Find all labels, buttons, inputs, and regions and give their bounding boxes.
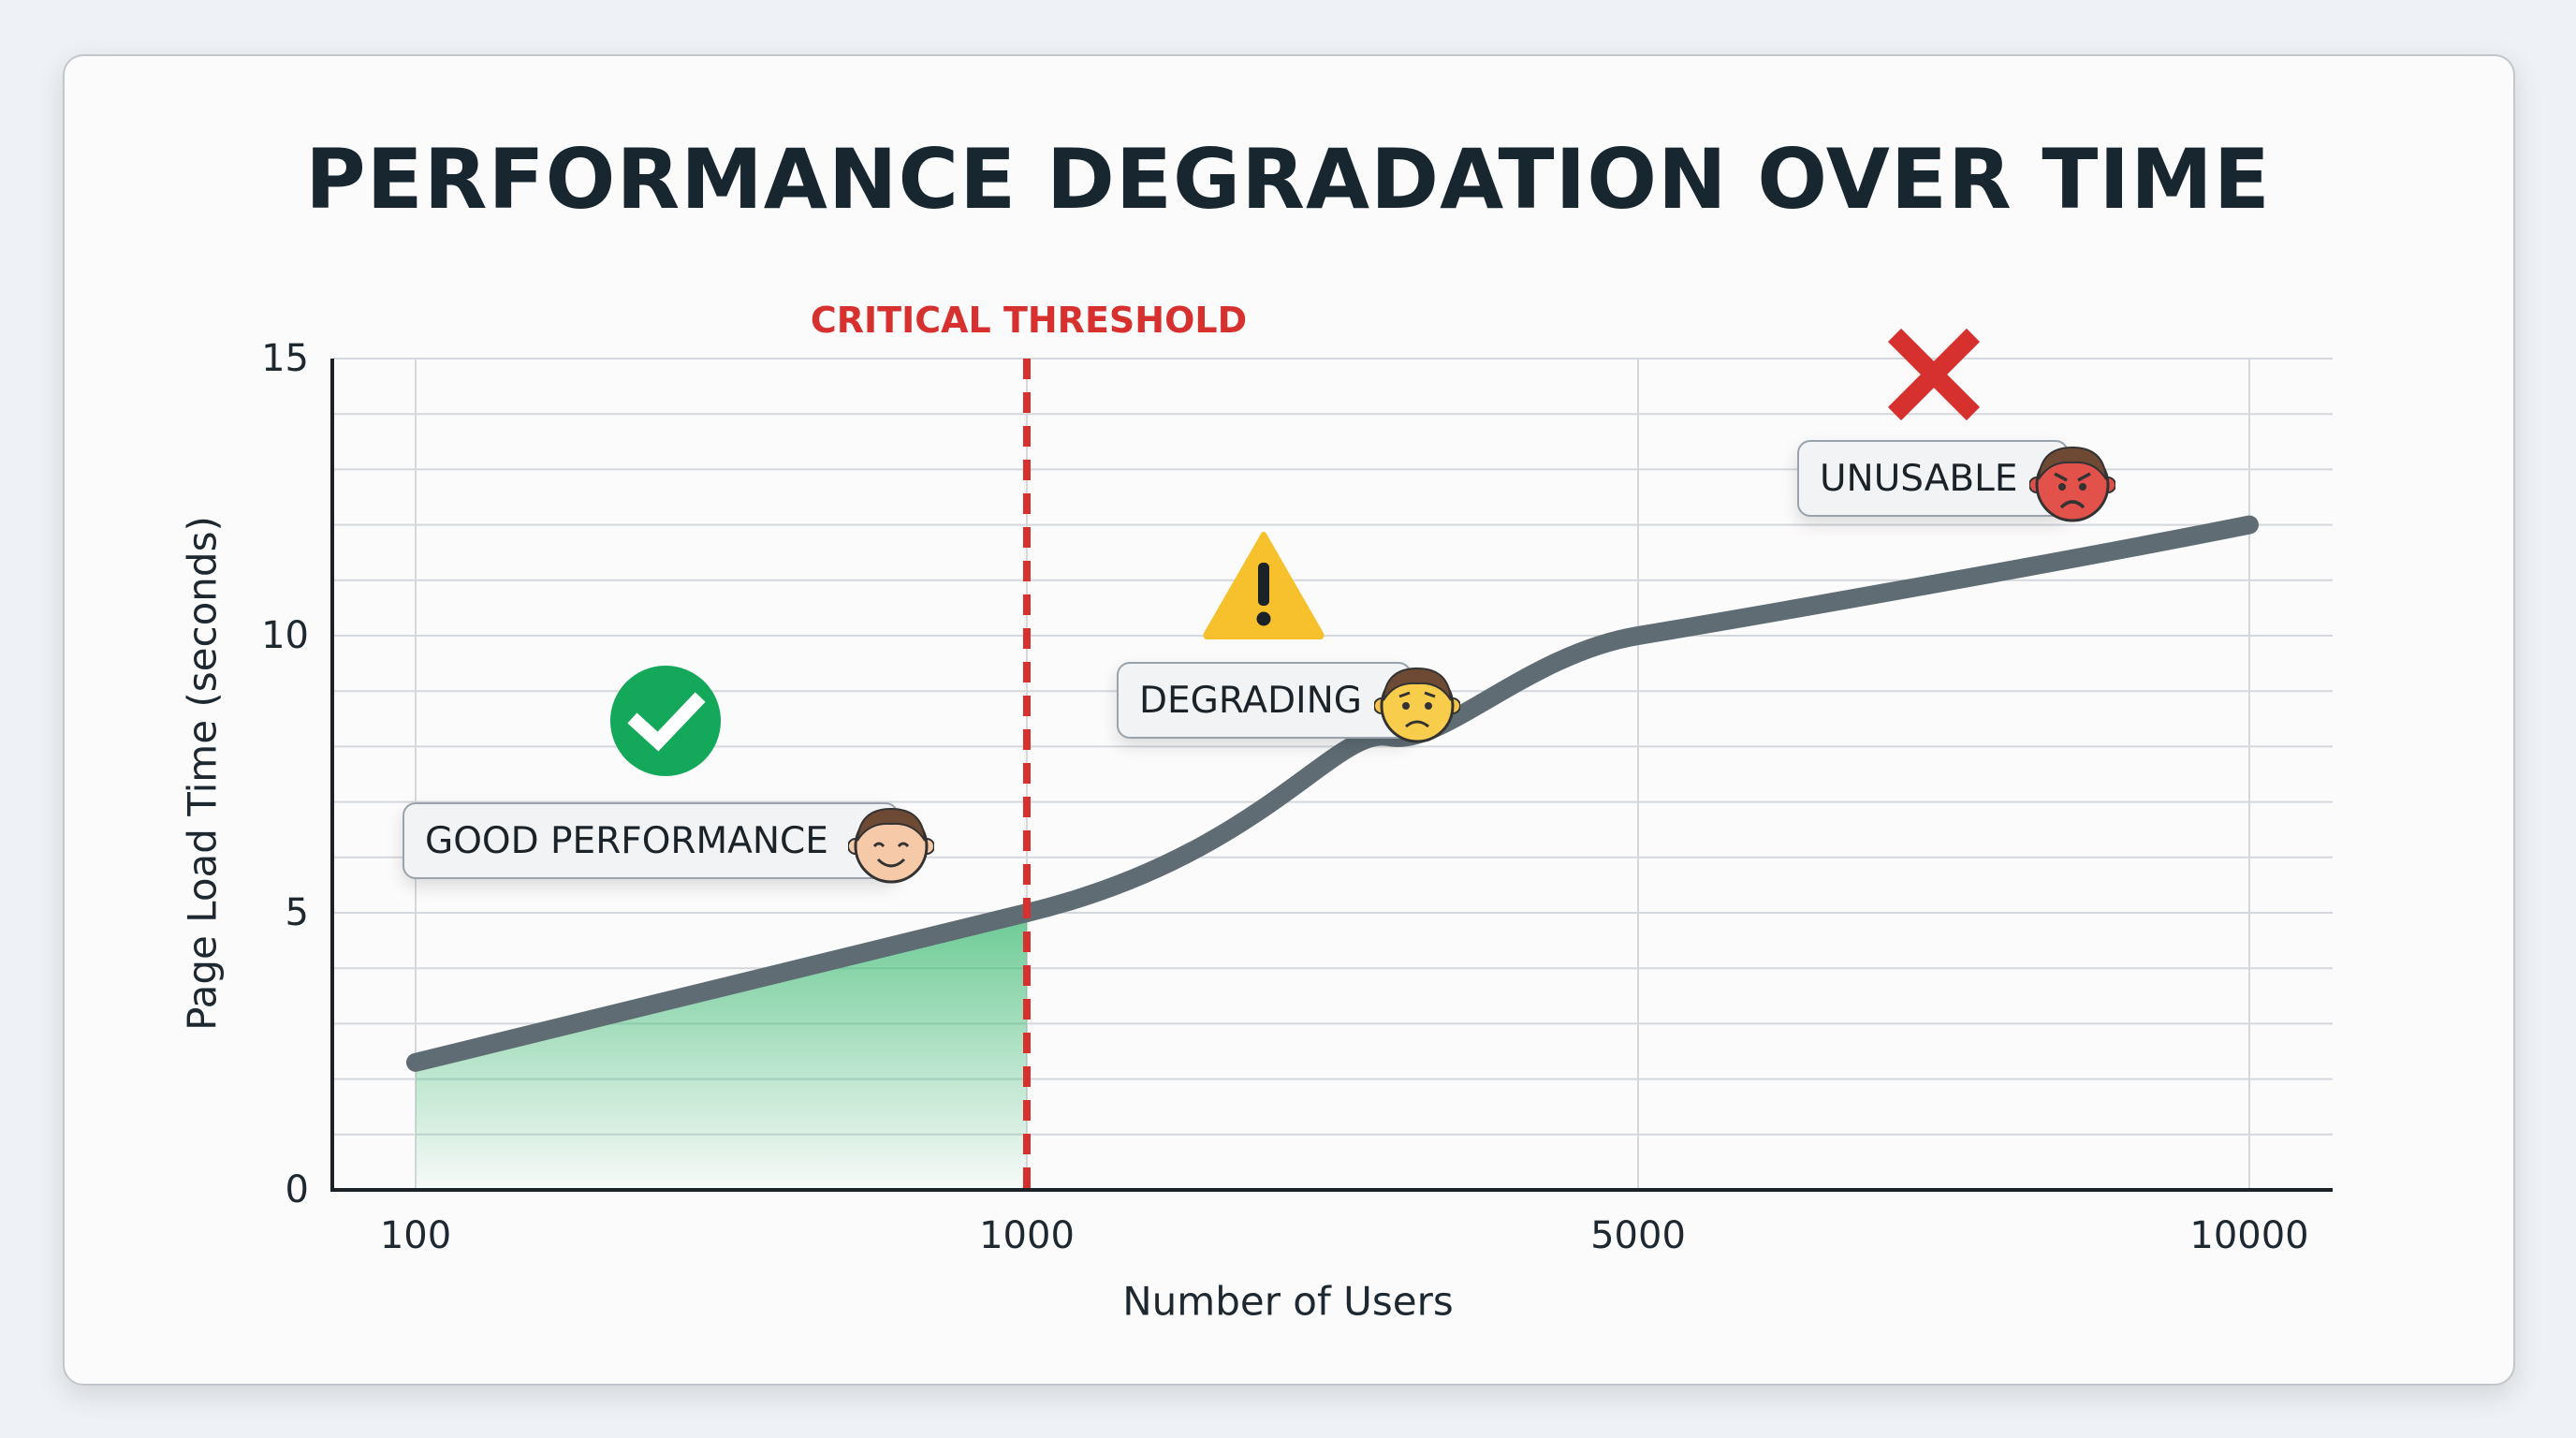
red-x-icon xyxy=(1887,328,1981,421)
y-tick-label: 15 xyxy=(261,337,309,380)
data-point xyxy=(415,1061,417,1064)
annotation-label: UNUSABLE xyxy=(1820,457,2018,500)
annotation-label: GOOD PERFORMANCE xyxy=(425,819,828,862)
x-axis-label: Number of Users xyxy=(1122,1278,1454,1325)
x-tick-label: 100 xyxy=(379,1214,452,1257)
shaded-region xyxy=(416,913,1027,1190)
y-tick-label: 5 xyxy=(285,891,309,934)
threshold-label: CRITICAL THRESHOLD xyxy=(810,300,1248,341)
x-tick-label: 10000 xyxy=(2189,1214,2309,1257)
x-tick-label: 5000 xyxy=(1590,1214,1686,1257)
annotation-degrading: DEGRADING xyxy=(1117,662,1412,739)
y-axis-label: Page Load Time (seconds) xyxy=(179,516,226,1031)
series-line xyxy=(406,515,2259,1072)
annotation-good-performance: GOOD PERFORMANCE xyxy=(402,802,899,879)
chart-title: PERFORMANCE DEGRADATION OVER TIME xyxy=(305,131,2271,227)
y-tick-label: 0 xyxy=(285,1168,309,1211)
warning-triangle-icon xyxy=(1203,532,1325,639)
annotation-label: DEGRADING xyxy=(1139,679,1363,722)
data-point xyxy=(2248,523,2250,526)
y-tick-label: 10 xyxy=(261,614,309,657)
check-circle-icon xyxy=(610,666,721,776)
data-point xyxy=(1637,635,1639,637)
happy-face-icon xyxy=(848,807,934,884)
annotation-unusable: UNUSABLE xyxy=(1797,440,2069,517)
angry-face-icon xyxy=(2029,446,2115,522)
x-tick-label: 1000 xyxy=(979,1214,1075,1257)
worried-face-icon xyxy=(1374,667,1460,743)
